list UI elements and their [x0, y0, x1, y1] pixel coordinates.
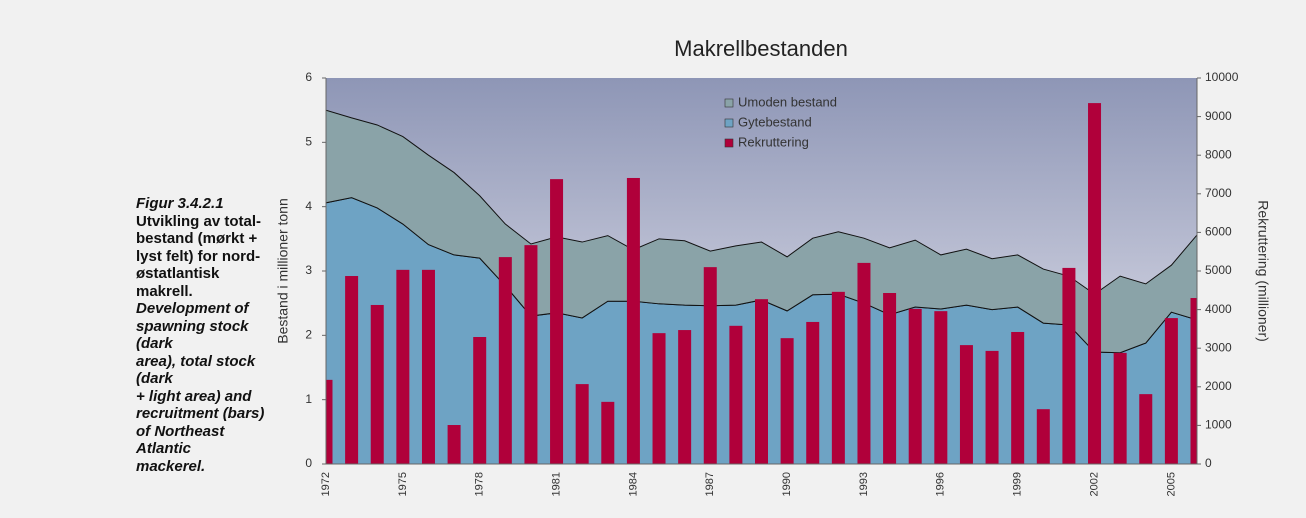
y2-tick-label: 4000 — [1205, 302, 1232, 316]
y2-tick-label: 8000 — [1205, 147, 1232, 161]
bar — [421, 269, 435, 464]
y-tick-label: 4 — [305, 199, 312, 213]
caption-norwegian: Utvikling av total-bestand (mørkt + lyst … — [136, 213, 276, 301]
x-tick-label: 1975 — [397, 472, 409, 496]
caption-line: of Northeast Atlantic — [136, 422, 225, 458]
y2-tick-label: 3000 — [1205, 340, 1232, 354]
bar — [1139, 394, 1153, 464]
bar — [1088, 103, 1102, 464]
y2-axis-label: Rekruttering (millioner) — [1255, 200, 1271, 342]
chart-title: Makrellbestanden — [674, 36, 848, 61]
bar — [524, 245, 538, 464]
legend-swatch — [724, 98, 734, 108]
y-axis-label: Bestand i millioner tonn — [275, 198, 291, 344]
bar — [985, 350, 999, 464]
bar — [626, 177, 640, 464]
x-tick-label: 2002 — [1088, 472, 1100, 496]
bar — [678, 330, 692, 464]
bar — [447, 425, 461, 464]
x-tick-label: 1996 — [935, 472, 947, 496]
caption-line: spawning stock (dark — [136, 317, 249, 353]
legend-label: Umoden bestand — [738, 94, 837, 109]
plot — [326, 103, 1197, 464]
x-tick-label: 1981 — [550, 472, 562, 496]
bar — [1011, 331, 1025, 464]
caption-line: Utvikling av total- — [136, 212, 262, 230]
x-tick-label: 1972 — [320, 472, 332, 496]
caption-line: østatlantisk makrell. — [136, 265, 220, 300]
bar — [1062, 267, 1076, 464]
legend-swatch — [724, 118, 734, 128]
caption-line: recruitment (bars) — [136, 405, 265, 422]
bar — [780, 338, 794, 464]
bar — [498, 257, 512, 464]
y-tick-label: 3 — [305, 263, 312, 277]
bar — [755, 299, 768, 464]
bar — [806, 321, 820, 464]
y-tick-label: 0 — [305, 456, 312, 470]
x-tick-label: 1984 — [627, 472, 639, 496]
y2-tick-label: 0 — [1205, 456, 1212, 470]
bar — [473, 337, 487, 464]
y-tick-label: 1 — [305, 392, 312, 406]
bar — [1036, 409, 1050, 464]
bar — [908, 308, 922, 464]
y2-tick-label: 1000 — [1205, 418, 1232, 432]
bar — [959, 345, 973, 464]
bar — [601, 401, 615, 464]
bar — [934, 311, 948, 464]
area — [326, 109, 1197, 354]
y-tick-label: 6 — [305, 70, 312, 84]
bar — [729, 325, 743, 464]
y2-tick-label: 6000 — [1205, 225, 1232, 239]
y-tick-label: 5 — [305, 135, 312, 149]
x-tick-label: 1987 — [704, 472, 716, 496]
caption-line: mackerel. — [136, 457, 206, 475]
y2-tick-label: 7000 — [1205, 186, 1232, 200]
bar — [1164, 318, 1178, 464]
x-tick-label: 2005 — [1165, 472, 1177, 496]
bar — [831, 291, 845, 464]
caption-line: area), total stock (dark — [136, 352, 256, 388]
x-tick-label: 1978 — [474, 472, 486, 496]
y2-tick-label: 5000 — [1205, 263, 1232, 277]
caption-line: + light area) and — [136, 387, 252, 405]
caption-line: lyst felt) for nord- — [136, 247, 261, 265]
bar — [857, 262, 871, 464]
bar — [703, 267, 717, 464]
bar — [1113, 352, 1127, 464]
bar — [1190, 298, 1197, 464]
y-tick-label: 2 — [305, 328, 312, 342]
caption: Figur 3.4.2.1 Utvikling av total-bestand… — [136, 195, 276, 475]
bar — [575, 384, 589, 464]
bar — [326, 379, 333, 464]
y2-tick-label: 9000 — [1205, 109, 1232, 123]
caption-line: bestand (mørkt + — [136, 230, 258, 247]
figure-number: Figur 3.4.2.1 — [136, 195, 224, 212]
x-tick-label: 1993 — [858, 472, 870, 496]
caption-line: Development of — [136, 300, 249, 317]
x-tick-label: 1999 — [1012, 472, 1024, 496]
legend-label: Gytebestand — [738, 114, 812, 129]
bar — [652, 333, 666, 464]
legend-swatch — [724, 138, 734, 148]
caption-english: Development of spawning stock (dark area),… — [136, 300, 276, 475]
bar — [550, 179, 564, 464]
bar — [883, 293, 897, 464]
legend-label: Rekruttering — [738, 134, 809, 149]
y2-tick-label: 10000 — [1205, 70, 1239, 84]
y2-tick-label: 2000 — [1205, 379, 1232, 393]
bar — [396, 269, 410, 464]
bar — [345, 276, 359, 464]
x-tick-label: 1990 — [781, 472, 793, 496]
bar — [370, 304, 384, 464]
